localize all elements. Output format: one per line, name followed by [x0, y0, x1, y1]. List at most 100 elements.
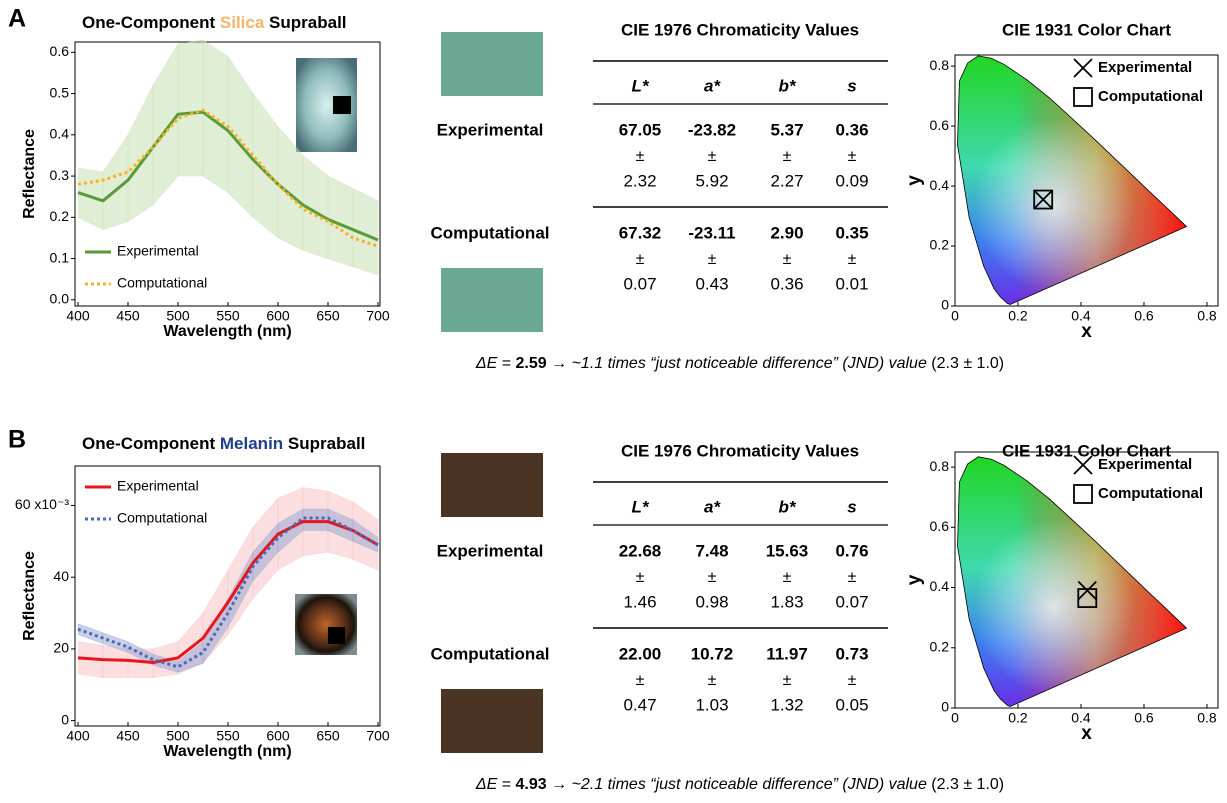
y-tick-label: 0.8	[930, 57, 950, 73]
column-header: a*	[704, 76, 721, 95]
sd-value: 5.92	[695, 171, 728, 190]
x-tick-label: 400	[66, 308, 90, 324]
sd-value: 0.05	[835, 695, 868, 714]
plus-minus: ±	[848, 148, 857, 165]
y-axis-label: Reflectance	[21, 129, 38, 219]
y-tick-label: 0	[941, 699, 949, 715]
inset-photo	[295, 594, 357, 655]
y-tick-label: 0.3	[50, 167, 70, 183]
mean-value: 0.36	[835, 120, 868, 139]
plus-minus: ±	[636, 569, 645, 586]
mean-value: 11.97	[766, 644, 808, 663]
y-tick-label: 0.4	[50, 126, 70, 142]
table-title: CIE 1976 Chromaticity Values	[621, 441, 859, 460]
error-band	[253, 94, 278, 238]
x-axis-label: x	[1081, 723, 1092, 744]
y-tick-label: 60 x10⁻³	[15, 496, 69, 512]
plus-minus: ±	[708, 569, 717, 586]
delta-e-note: ΔE = 2.59 → ~1.1 times “just noticeable …	[475, 355, 1004, 372]
row-label: Experimental	[437, 541, 544, 560]
column-header: s	[847, 497, 856, 516]
y-tick-label: 0.5	[50, 84, 70, 100]
plus-minus: ±	[636, 148, 645, 165]
y-tick-label: 0.6	[930, 518, 950, 534]
sd-value: 0.36	[770, 274, 803, 293]
x-tick-label: 0.2	[1008, 710, 1028, 726]
x-tick-label: 700	[366, 728, 390, 744]
panel-label: A	[8, 5, 26, 33]
y-tick-label: 0.4	[930, 578, 950, 594]
x-tick-label: 700	[366, 308, 390, 324]
sd-value: 1.46	[623, 592, 656, 611]
legend-label: Computational	[117, 275, 207, 291]
title-part: Supraball	[288, 434, 365, 453]
x-tick-label: 650	[316, 728, 340, 744]
row-label: Computational	[431, 223, 550, 242]
x-tick-label: 0.8	[1197, 308, 1217, 324]
y-tick-label: 0.4	[930, 177, 950, 193]
color-swatch	[441, 689, 543, 753]
figure: AOne-Component Silica SupraballCIE 1976 …	[0, 0, 1227, 803]
delta-e-text: → ~1.1 times “just noticeable difference…	[551, 355, 927, 372]
x-tick-label: 0.8	[1197, 710, 1217, 726]
plus-minus: ±	[783, 569, 792, 586]
y-tick-label: 0.8	[930, 458, 950, 474]
plus-minus: ±	[636, 251, 645, 268]
title-part: One-Component	[82, 434, 215, 453]
mean-value: -23.82	[688, 120, 736, 139]
legend-swatch	[1074, 88, 1092, 106]
y-tick-label: 0.6	[50, 43, 70, 59]
mean-value: 2.90	[770, 223, 803, 242]
delta-e-value: 2.59	[516, 355, 547, 372]
x-tick-label: 550	[216, 308, 240, 324]
y-tick-label: 40	[53, 568, 69, 584]
legend-label: Computational	[117, 510, 207, 526]
legend-label: Experimental	[1098, 456, 1192, 473]
sd-value: 0.07	[623, 274, 656, 293]
row-label: Experimental	[437, 120, 544, 139]
column-header: s	[847, 76, 856, 95]
y-tick-label: 0.2	[930, 638, 950, 654]
column-header: L*	[632, 497, 650, 516]
delta-e-note: ΔE = 4.93 → ~2.1 times “just noticeable …	[475, 776, 1004, 793]
error-band	[153, 44, 178, 205]
column-header: a*	[704, 497, 721, 516]
plus-minus: ±	[708, 148, 717, 165]
legend-label: Experimental	[1098, 59, 1192, 76]
mean-value: 67.05	[619, 120, 662, 139]
title-part: One-Component	[82, 13, 215, 32]
color-swatch	[441, 268, 543, 332]
x-tick-label: 400	[66, 728, 90, 744]
sd-value: 1.32	[770, 695, 803, 714]
color-swatch	[441, 32, 543, 96]
error-band	[178, 40, 203, 176]
x-axis-label: Wavelength (nm)	[163, 323, 291, 340]
mean-value: 22.68	[619, 541, 662, 560]
sd-value: 0.01	[835, 274, 868, 293]
plus-minus: ±	[783, 672, 792, 689]
row-label: Computational	[431, 644, 550, 663]
x-tick-label: 0	[951, 710, 959, 726]
plus-minus: ±	[848, 251, 857, 268]
x-tick-label: 500	[166, 728, 190, 744]
mean-value: 22.00	[619, 644, 662, 663]
mean-value: 0.35	[835, 223, 868, 242]
mean-value: 5.37	[770, 120, 803, 139]
plus-minus: ±	[848, 569, 857, 586]
mean-value: 7.48	[695, 541, 728, 560]
mean-value: 0.76	[835, 541, 868, 560]
delta-e-eq: =	[502, 355, 511, 372]
sd-value: 2.32	[623, 171, 656, 190]
mean-value: 10.72	[691, 644, 734, 663]
legend-swatch	[1074, 485, 1092, 503]
sd-value: 0.47	[623, 695, 656, 714]
sd-value: 0.07	[835, 592, 868, 611]
y-tick-label: 0.2	[930, 237, 950, 253]
y-tick-label: 0	[61, 711, 69, 727]
plus-minus: ±	[708, 672, 717, 689]
sd-value: 1.83	[770, 592, 803, 611]
sd-value: 0.09	[835, 171, 868, 190]
y-tick-label: 0.1	[50, 249, 70, 265]
panel-label: B	[8, 426, 26, 454]
mean-value: -23.11	[688, 223, 735, 242]
